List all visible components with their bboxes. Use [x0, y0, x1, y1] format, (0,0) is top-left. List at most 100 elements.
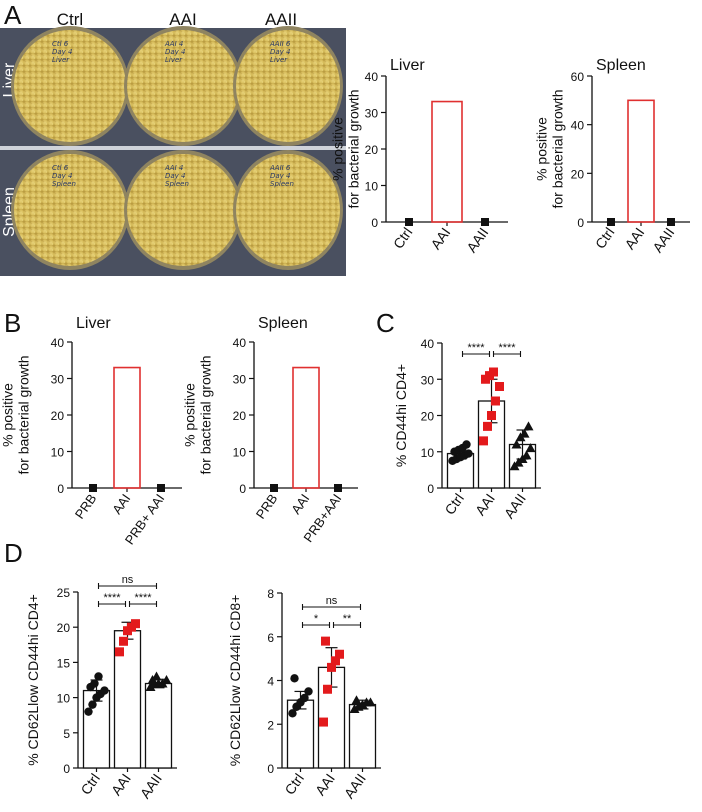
x-tick-label: PRB — [253, 491, 281, 522]
data-point — [131, 619, 140, 629]
y-tick-label: 25 — [57, 586, 71, 600]
chart-title: Liver — [76, 315, 111, 332]
y-tick-label: 6 — [267, 631, 274, 645]
y-axis-label-line: % CD44hi CD4+ — [393, 364, 409, 467]
y-tick-label: 40 — [51, 336, 65, 350]
y-axis-label: % CD62Llow CD44hi CD4+ — [25, 594, 41, 766]
bar — [292, 366, 320, 489]
y-tick-label: 0 — [63, 762, 70, 776]
y-tick-label: 20 — [57, 621, 71, 635]
zero-marker — [607, 218, 615, 226]
data-point — [331, 656, 340, 666]
plate-handwritten-note: Day 4 — [52, 172, 73, 180]
y-axis-label-line: % CD62Llow CD44hi CD4+ — [25, 594, 41, 766]
y-axis-label: % positivefor bacterial growth — [533, 89, 565, 208]
bar — [113, 366, 141, 489]
bar — [144, 682, 173, 769]
data-point — [161, 675, 172, 684]
x-tick-label: AAII — [137, 771, 165, 802]
y-tick-label: 8 — [267, 587, 274, 601]
y-tick-label: 10 — [233, 446, 247, 460]
panel-letter-b: B — [4, 308, 21, 338]
plate-agar — [236, 154, 340, 266]
data-point — [88, 700, 97, 709]
plate-handwritten-note: Day 4 — [52, 48, 73, 56]
plate-handwritten-note: AAII 6 — [269, 164, 291, 172]
chart-title: Spleen — [258, 315, 308, 332]
y-tick-label: 40 — [365, 70, 379, 84]
y-axis-label: % CD62Llow CD44hi CD8+ — [227, 595, 243, 767]
x-tick-label: AAI — [621, 225, 647, 253]
plate-handwritten-note: Liver — [165, 56, 183, 64]
significance-label: **** — [498, 342, 516, 354]
plate-agar — [14, 154, 126, 266]
y-tick-label: 20 — [51, 409, 65, 423]
data-point — [100, 686, 109, 695]
plate-handwritten-note: AAI 4 — [164, 164, 183, 172]
x-tick-label: AAII — [649, 225, 677, 256]
significance-label: * — [314, 613, 319, 625]
y-tick-label: 60 — [571, 70, 585, 84]
panel-letter-d: D — [4, 538, 23, 568]
zero-marker — [405, 218, 413, 226]
chart-title: Spleen — [596, 57, 646, 74]
data-point — [511, 439, 522, 449]
x-tick-label: AAII — [463, 225, 491, 256]
x-tick-label: Ctrl — [281, 771, 307, 798]
y-axis-label-line: for bacterial growth — [197, 355, 213, 474]
data-point — [462, 440, 471, 449]
data-point — [495, 382, 504, 391]
x-tick-label: AAI — [109, 491, 133, 517]
data-point — [327, 662, 336, 672]
y-tick-label: 20 — [571, 167, 585, 181]
zero-marker — [481, 218, 489, 226]
plate-agar — [14, 30, 126, 142]
plate-handwritten-note: Ctl 6 — [52, 40, 69, 48]
x-tick-label: AAI — [288, 491, 312, 517]
y-axis-label: % positivefor bacterial growth — [181, 355, 213, 474]
zero-marker — [157, 484, 165, 492]
data-point — [321, 636, 330, 646]
y-tick-label: 5 — [63, 727, 70, 741]
x-tick-label: AAI — [472, 491, 498, 519]
y-tick-label: 40 — [571, 119, 585, 133]
zero-marker — [667, 218, 675, 226]
plate-agar — [236, 30, 340, 142]
x-tick-label: AAII — [501, 491, 529, 522]
x-tick-label: Ctrl — [77, 771, 103, 798]
chart-a-liver: 0 10 20 30 40 Liver % positivefor bacterial gr… — [329, 57, 508, 255]
bar — [627, 99, 655, 223]
x-tick-label: AAI — [427, 225, 453, 253]
data-point — [521, 450, 532, 460]
y-tick-label: 20 — [421, 410, 435, 424]
data-point — [519, 428, 530, 438]
data-point — [525, 443, 536, 453]
y-tick-label: 2 — [267, 718, 274, 732]
chart-title: Liver — [390, 57, 425, 74]
panel-letter-c: C — [376, 308, 395, 338]
x-tick-label: PRB — [72, 491, 100, 522]
significance-label: **** — [467, 342, 485, 354]
y-tick-label: 0 — [371, 216, 378, 230]
data-point — [119, 636, 128, 646]
y-tick-label: 10 — [365, 180, 379, 194]
y-axis-label-line: for bacterial growth — [15, 355, 31, 474]
data-point — [351, 695, 362, 705]
x-tick-label: AAI — [312, 771, 338, 799]
y-tick-label: 10 — [57, 692, 71, 706]
data-point — [487, 411, 496, 420]
y-axis-label-line: % positive — [0, 383, 15, 447]
plate-handwritten-note: Day 4 — [165, 48, 186, 56]
plate-handwritten-note: Day 4 — [270, 172, 291, 180]
y-axis-label: % CD44hi CD4+ — [393, 364, 409, 467]
significance-label: ns — [122, 574, 134, 586]
zero-marker — [89, 484, 97, 492]
plate-handwritten-note: Spleen — [270, 180, 294, 188]
x-tick-label: AAII — [341, 771, 369, 802]
